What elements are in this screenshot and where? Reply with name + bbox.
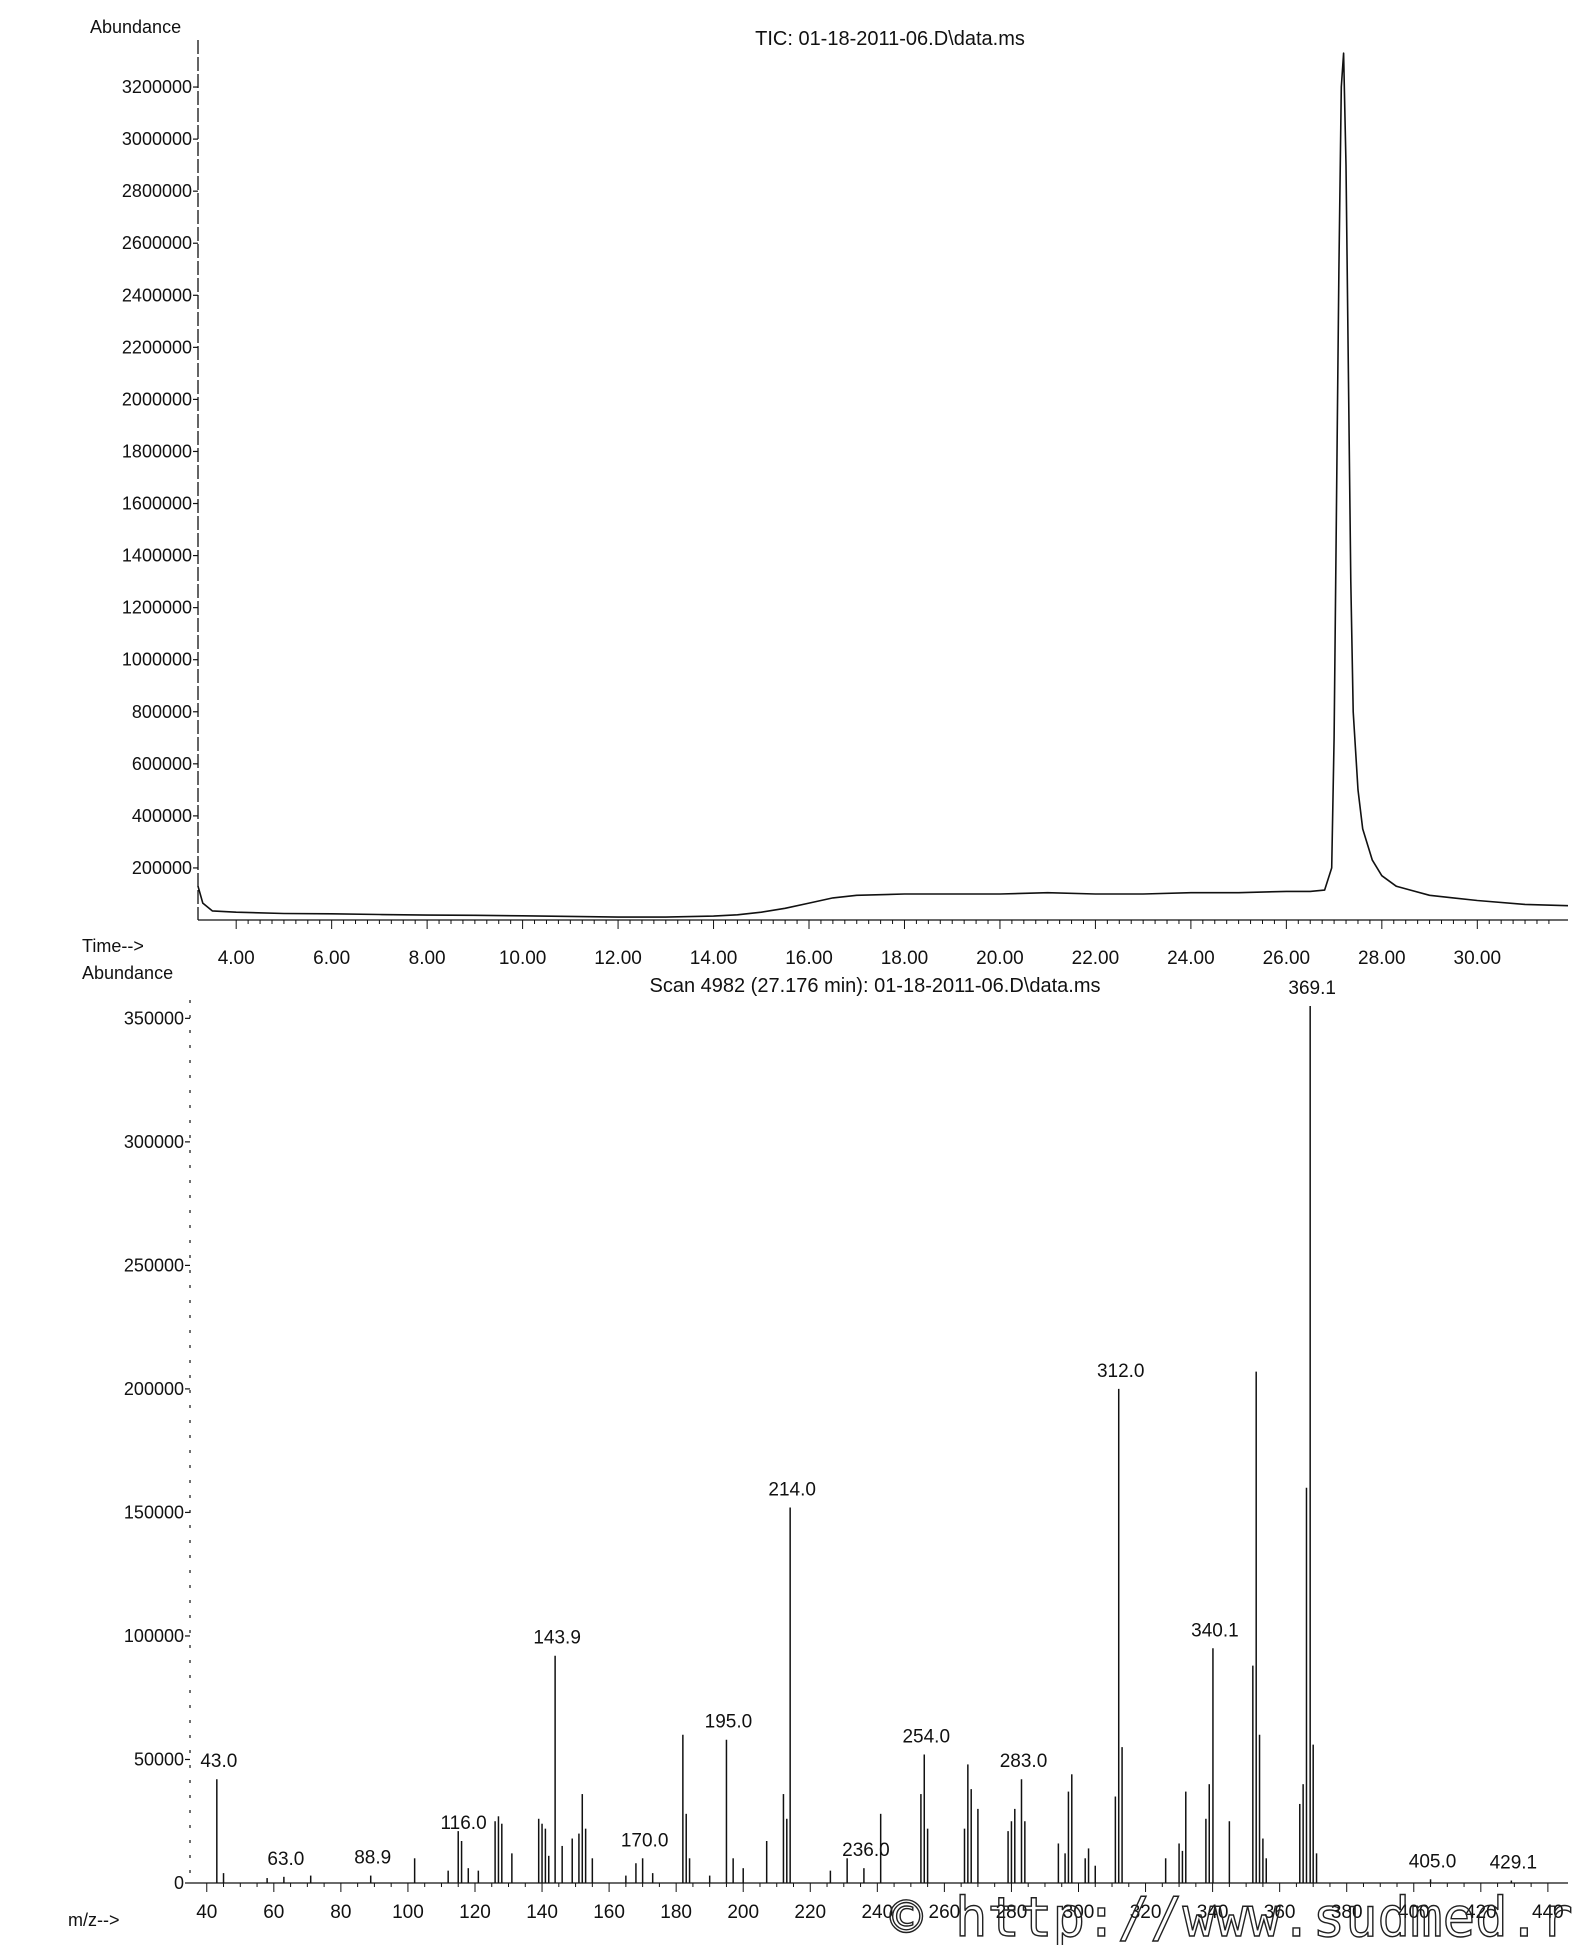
tic-y-tick-label: 600000 <box>132 754 192 774</box>
tic-y-tick-label: 3200000 <box>122 77 192 97</box>
ms-peak-label: 254.0 <box>902 1727 950 1748</box>
tic-y-axis-label: Abundance <box>90 17 181 37</box>
tic-chart: TIC: 01-18-2011-06.D\data.ms Abundance T… <box>82 17 1569 969</box>
ms-x-ticks: 40 60 80 100 120 140 160 180 200 220 240 260 280 300 3… <box>196 1883 1564 1923</box>
tic-y-tick-label: 2200000 <box>122 337 192 357</box>
ms-y-tick-label: 100000 <box>124 1626 184 1646</box>
ms-peak-label: 88.9 <box>354 1848 391 1869</box>
ms-x-tick-label: 180 <box>660 1902 692 1923</box>
ms-title: Scan 4982 (27.176 min): 01-18-2011-06.D\… <box>649 975 1100 997</box>
ms-peak-label: 195.0 <box>705 1712 753 1733</box>
tic-x-tick-label: 30.00 <box>1454 948 1502 969</box>
ms-x-tick-label: 140 <box>526 1902 558 1923</box>
ms-x-tick-label: 80 <box>330 1902 351 1923</box>
ms-peak-label: 143.9 <box>533 1628 581 1649</box>
tic-y-tick-label: 1600000 <box>122 494 192 514</box>
ms-peak-label: 405.0 <box>1409 1851 1457 1872</box>
tic-title: TIC: 01-18-2011-06.D\data.ms <box>755 28 1025 50</box>
ms-x-tick-label: 220 <box>794 1902 826 1923</box>
tic-x-axis-label: Time--> <box>82 936 144 956</box>
ms-peaks <box>216 1006 1513 1883</box>
ms-x-tick-label: 420 <box>1465 1902 1497 1923</box>
ms-peak-label: 63.0 <box>267 1849 304 1870</box>
tic-x-tick-label: 8.00 <box>409 948 446 969</box>
ms-x-tick-label: 120 <box>459 1902 491 1923</box>
tic-trace <box>197 52 1569 918</box>
ms-peak-label: 369.1 <box>1288 978 1336 999</box>
ms-x-tick-label: 280 <box>996 1902 1028 1923</box>
tic-x-tick-label: 6.00 <box>313 948 350 969</box>
ms-peak-label: 312.0 <box>1097 1361 1145 1382</box>
ms-x-tick-label: 300 <box>1063 1902 1095 1923</box>
tic-y-tick-label: 2800000 <box>122 181 192 201</box>
ms-x-tick-label: 320 <box>1130 1902 1162 1923</box>
ms-y-tick-label: 300000 <box>124 1132 184 1152</box>
ms-peak-label: 214.0 <box>768 1479 816 1500</box>
tic-y-tick-label: 200000 <box>132 858 192 878</box>
mass-spectrum-chart: Scan 4982 (27.176 min): 01-18-2011-06.D\… <box>68 963 1568 1930</box>
tic-y-tick-label: 1400000 <box>122 546 192 566</box>
ms-peak-label: 283.0 <box>1000 1751 1048 1772</box>
tic-x-tick-label: 16.00 <box>785 948 833 969</box>
ms-axes <box>189 1000 1568 1884</box>
tic-y-tick-label: 2400000 <box>122 285 192 305</box>
tic-y-tick-label: 400000 <box>132 806 192 826</box>
tic-x-ticks: 4.00 6.00 8.00 10.00 12.00 14.00 16.00 18.00 20.… <box>218 920 1550 969</box>
tic-y-tick-label: 1800000 <box>122 441 192 461</box>
tic-series <box>197 52 1569 918</box>
tic-x-tick-label: 22.00 <box>1072 948 1120 969</box>
ms-x-tick-label: 100 <box>392 1902 424 1923</box>
ms-peak-label: 429.1 <box>1490 1853 1538 1874</box>
tic-y-tick-label: 3000000 <box>122 129 192 149</box>
ms-x-tick-label: 360 <box>1264 1902 1296 1923</box>
ms-peak-label: 116.0 <box>441 1813 487 1834</box>
tic-x-tick-label: 10.00 <box>499 948 547 969</box>
tic-y-tick-label: 2000000 <box>122 389 192 409</box>
watermark: © http://www.sudmed.ru <box>890 1886 1577 1945</box>
tic-x-tick-label: 4.00 <box>218 948 255 969</box>
ms-x-tick-label: 200 <box>727 1902 759 1923</box>
tic-y-tick-label: 800000 <box>132 702 192 722</box>
ms-x-tick-label: 340 <box>1197 1902 1229 1923</box>
ms-y-tick-label: 350000 <box>124 1008 184 1028</box>
ms-x-tick-label: 260 <box>929 1902 961 1923</box>
tic-axes <box>197 40 1568 921</box>
ms-peak-label: 340.1 <box>1191 1620 1239 1641</box>
ms-x-tick-label: 240 <box>861 1902 893 1923</box>
ms-y-tick-label: 50000 <box>134 1749 184 1769</box>
tic-x-tick-label: 20.00 <box>976 948 1024 969</box>
ms-peak-label: 170.0 <box>621 1830 669 1851</box>
ms-y-tick-label: 150000 <box>124 1502 184 1522</box>
ms-x-tick-label: 380 <box>1331 1902 1363 1923</box>
ms-x-tick-label: 40 <box>196 1902 217 1923</box>
tic-y-ticks: 200000 400000 600000 800000 1000000 1200000 14… <box>122 77 198 878</box>
ms-x-tick-label: 160 <box>593 1902 625 1923</box>
tic-x-tick-label: 24.00 <box>1167 948 1215 969</box>
tic-x-tick-label: 12.00 <box>594 948 642 969</box>
ms-x-tick-label: 440 <box>1532 1902 1564 1923</box>
ms-peak-label: 236.0 <box>842 1840 890 1861</box>
ms-y-tick-label: 0 <box>174 1873 184 1893</box>
ms-x-tick-label: 400 <box>1398 1902 1430 1923</box>
tic-x-tick-label: 18.00 <box>881 948 929 969</box>
tic-y-tick-label: 1000000 <box>122 650 192 670</box>
ms-y-tick-label: 200000 <box>124 1379 184 1399</box>
tic-y-tick-label: 2600000 <box>122 233 192 253</box>
ms-y-ticks: 0 50000 100000 150000 200000 250000 300000 3500… <box>124 1008 190 1893</box>
tic-x-tick-label: 26.00 <box>1263 948 1311 969</box>
tic-x-tick-label: 28.00 <box>1358 948 1406 969</box>
ms-peak-label: 43.0 <box>200 1751 237 1772</box>
ms-y-axis-label: Abundance <box>82 963 173 983</box>
ms-x-axis-label: m/z--> <box>68 1910 120 1930</box>
ms-x-tick-label: 60 <box>263 1902 284 1923</box>
tic-x-tick-label: 14.00 <box>690 948 738 969</box>
ms-peak-labels: 43.0 63.0 88.9 116.0 143.9 170.0 195.0 214.0 236… <box>200 978 1537 1874</box>
ms-y-tick-label: 250000 <box>124 1255 184 1275</box>
tic-y-tick-label: 1200000 <box>122 598 192 618</box>
